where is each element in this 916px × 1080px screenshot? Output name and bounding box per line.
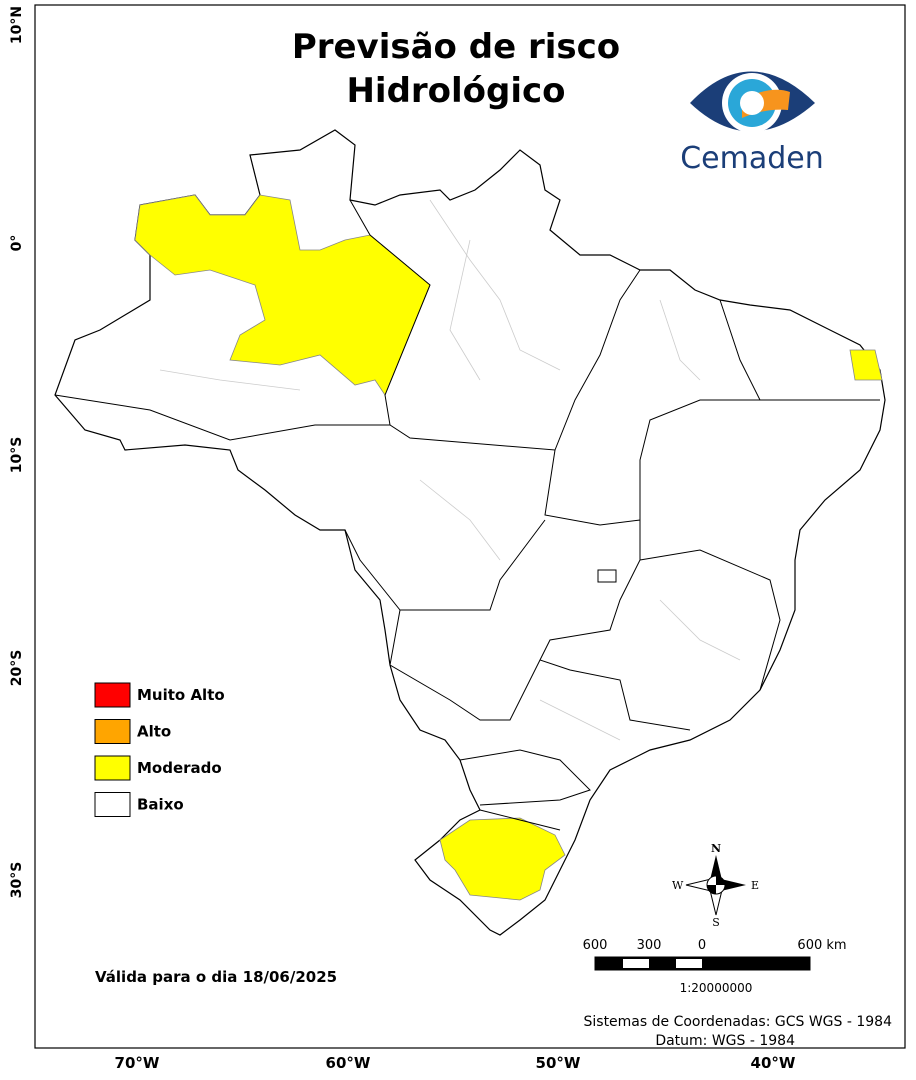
x-axis-label: 70°W <box>115 1054 160 1072</box>
compass-label: S <box>712 916 720 929</box>
y-axis-label: 30°S <box>9 862 25 899</box>
valid-date: Válida para o dia 18/06/2025 <box>95 968 337 986</box>
y-axis-label: 10°S <box>9 437 25 474</box>
legend: Muito Alto Alto Moderado Baixo <box>94 682 225 817</box>
map-title: Previsão de risco <box>292 27 620 67</box>
x-axis-label: 50°W <box>536 1054 581 1072</box>
x-axis-label: 40°W <box>751 1054 796 1072</box>
footer-text: Sistemas de Coordenadas: GCS WGS - 1984 <box>584 1014 893 1030</box>
scale-label: 600 km <box>797 938 846 953</box>
y-axis-label: 10°N <box>9 6 25 44</box>
risk-region-moderate <box>134 194 431 396</box>
scale-ratio: 1:20000000 <box>680 981 753 995</box>
x-axis-label: 60°W <box>326 1054 371 1072</box>
footer-text: Datum: WGS - 1984 <box>655 1033 795 1049</box>
municipal-borders <box>159 199 741 741</box>
scale-label: 600 <box>583 938 608 953</box>
logo-text: Cemaden <box>680 141 824 176</box>
map-title: Hidrológico <box>346 71 565 111</box>
logo-icon <box>690 71 815 133</box>
legend-label: Moderado <box>137 759 222 777</box>
axis-labels: 70°W 60°W 50°W 40°W 10°N 0° 10°S 20°S 30°S <box>9 6 796 1072</box>
legend-label: Alto <box>137 723 171 741</box>
y-axis-label: 0° <box>9 235 25 252</box>
compass-rose <box>685 855 746 916</box>
scale-label: 0 <box>698 938 706 953</box>
y-axis-label: 20°S <box>9 650 25 687</box>
legend-label: Muito Alto <box>137 686 225 704</box>
risk-region-moderate <box>849 349 883 381</box>
legend-swatch <box>94 792 131 817</box>
compass-label: E <box>751 879 759 892</box>
compass-label: W <box>672 879 684 892</box>
legend-label: Baixo <box>137 796 184 814</box>
scale-labels: 600 300 0 600 km <box>583 938 847 953</box>
legend-swatch <box>94 755 131 781</box>
state-borders <box>54 199 880 831</box>
compass-label: N <box>711 842 721 855</box>
legend-swatch <box>94 682 131 708</box>
scale-label: 300 <box>637 938 662 953</box>
legend-swatch <box>94 719 131 744</box>
scale-bar <box>594 956 811 971</box>
